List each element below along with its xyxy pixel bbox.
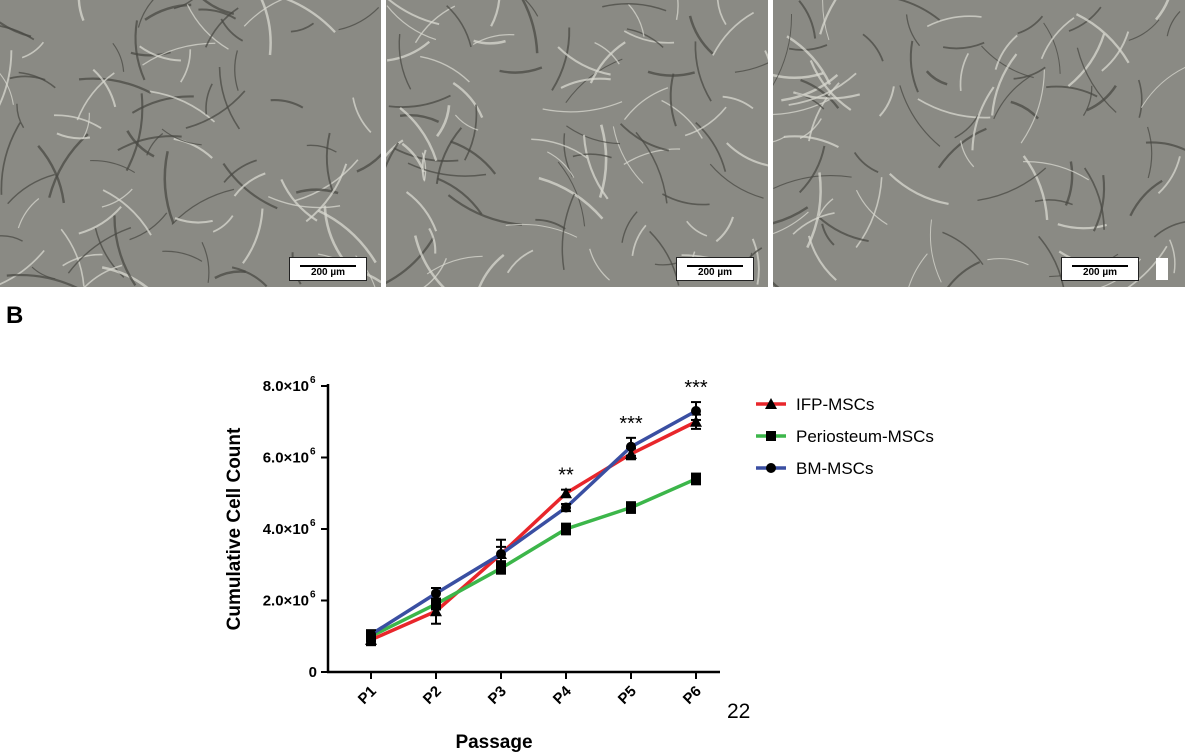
data-point [496, 549, 506, 560]
series-bm-mscs [366, 401, 701, 640]
series-periosteum-mscs [366, 472, 701, 643]
data-point [560, 487, 572, 499]
legend-item: BM-MSCs [756, 459, 873, 478]
data-point [431, 599, 441, 610]
significance-label: ** [558, 465, 574, 487]
data-point [561, 502, 571, 513]
legend-marker [766, 463, 776, 473]
x-tick-label: P1 [355, 683, 380, 708]
series-line [370, 477, 697, 638]
scale-bar-label: 200 µm [697, 267, 733, 278]
scale-bar: 200 µm [289, 257, 367, 281]
data-point [691, 473, 701, 484]
legend-label: BM-MSCs [796, 459, 873, 478]
y-tick-label: 0 [309, 664, 317, 681]
x-tick-label: P2 [420, 683, 445, 708]
micrograph-2: 200 µm [386, 0, 768, 287]
data-point [430, 605, 442, 617]
micrograph-3: 200 µm [773, 0, 1185, 287]
data-point [366, 629, 376, 640]
x-tick-label: P6 [680, 683, 705, 708]
legend-marker [766, 431, 776, 441]
panel-label-b: B [6, 302, 24, 329]
micrograph-1: 200 µm [0, 0, 381, 287]
scale-bar: 200 µm [1061, 257, 1139, 281]
x-tick-label: P4 [550, 682, 575, 707]
series-line [370, 409, 697, 636]
data-point [626, 502, 636, 513]
scale-bar-label: 200 µm [310, 267, 346, 278]
scale-bar: 200 µm [676, 257, 754, 281]
data-point [691, 406, 701, 417]
significance-label: *** [684, 377, 708, 399]
legend-marker [765, 398, 777, 409]
legend-label: IFP-MSCs [796, 395, 874, 414]
scale-bar-label: 200 µm [1082, 267, 1118, 278]
y-tick-exponent: 6 [310, 375, 316, 386]
significance-label: *** [619, 413, 643, 435]
y-tick-exponent: 6 [310, 518, 316, 529]
cell-texture [0, 0, 381, 287]
x-axis-title: Passage [455, 732, 532, 753]
data-point [626, 441, 636, 452]
legend-label: Periosteum-MSCs [796, 427, 934, 446]
y-tick-label: 8.0×10 [263, 378, 309, 395]
legend-item: Periosteum-MSCs [756, 427, 934, 446]
x-tick-label: P3 [485, 683, 510, 708]
y-tick-exponent: 6 [310, 590, 316, 601]
data-point [561, 524, 571, 534]
cell-texture [773, 0, 1185, 287]
page-number: 22 [727, 700, 751, 723]
legend-item: IFP-MSCs [756, 395, 874, 414]
data-point [690, 415, 702, 427]
y-axis-title: Cumulative Cell Count [224, 427, 245, 630]
cell-texture [386, 0, 768, 287]
data-point [431, 588, 441, 599]
x-tick-label: P5 [615, 683, 640, 708]
white-marker [1156, 258, 1168, 280]
y-tick-label: 6.0×10 [263, 450, 309, 467]
y-tick-label: 4.0×10 [263, 521, 309, 538]
y-tick-label: 2.0×10 [263, 593, 309, 610]
cumulative-cell-count-chart: 02.0×10 64.0×10 66.0×10 68.0×10 6P1 P2 P3 P4 P5 P… [224, 375, 934, 753]
y-tick-exponent: 6 [310, 447, 316, 458]
series-line [370, 420, 697, 642]
